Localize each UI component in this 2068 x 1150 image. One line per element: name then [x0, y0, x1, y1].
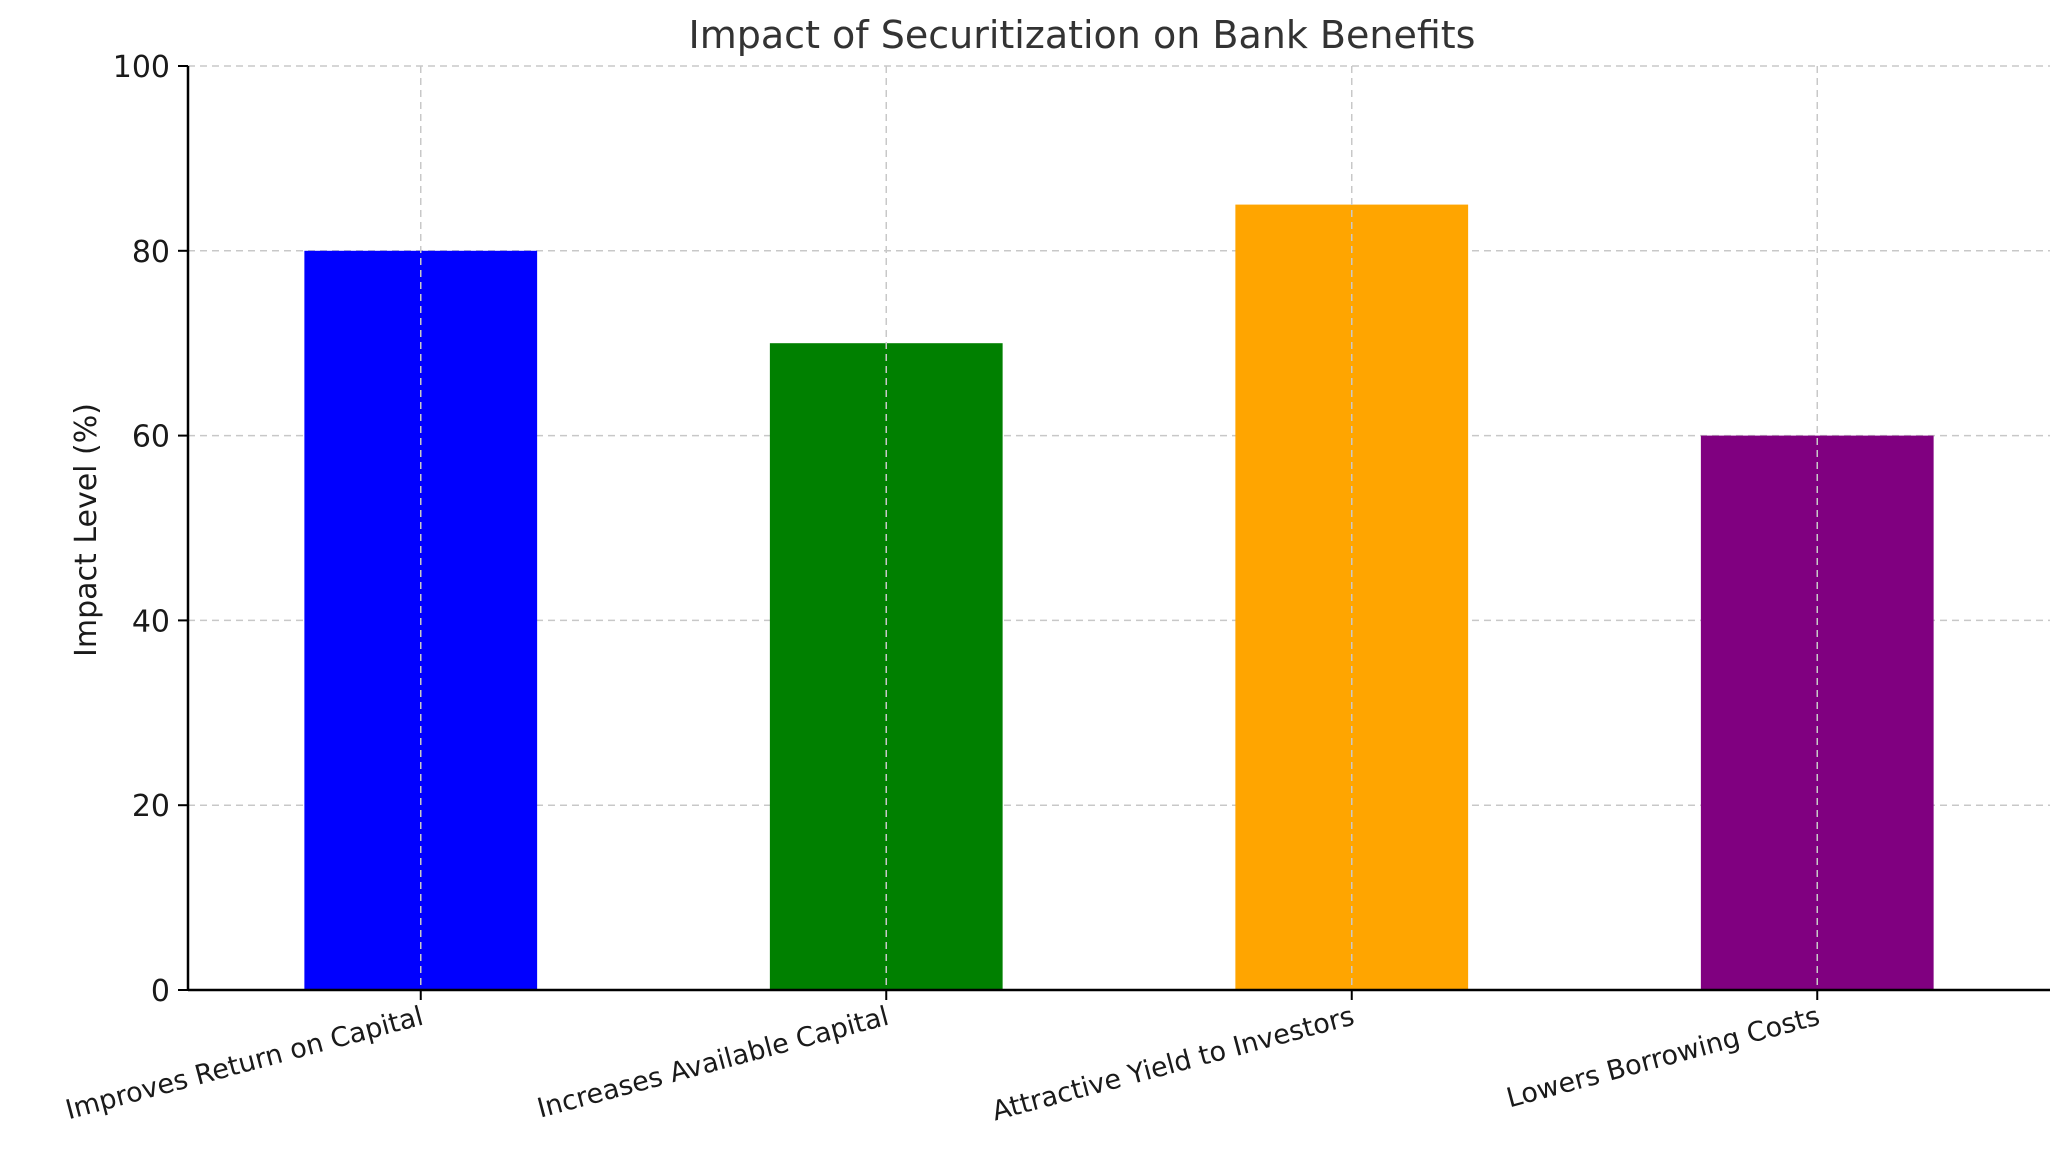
y-tick-label: 80 [132, 235, 170, 270]
x-tick-label: Increases Available Capital [534, 1001, 892, 1125]
y-tick-label: 0 [151, 974, 170, 1009]
bars-layer [304, 204, 1934, 991]
x-gridline-overlay [420, 66, 1818, 990]
y-tick-label: 60 [132, 420, 170, 455]
x-tick-label: Lowers Borrowing Costs [1503, 1001, 1823, 1114]
y-tick-label: 100 [113, 50, 170, 85]
x-tick-label: Improves Return on Capital [62, 1001, 426, 1126]
y-tick-label: 20 [132, 789, 170, 824]
axes-layer [178, 65, 2050, 1000]
x-tick-label: Attractive Yield to Investors [989, 1001, 1358, 1128]
chart-title: Impact of Securitization on Bank Benefit… [689, 13, 1476, 57]
y-tick-label: 40 [132, 604, 170, 639]
y-axis-label: Impact Level (%) [69, 403, 104, 657]
